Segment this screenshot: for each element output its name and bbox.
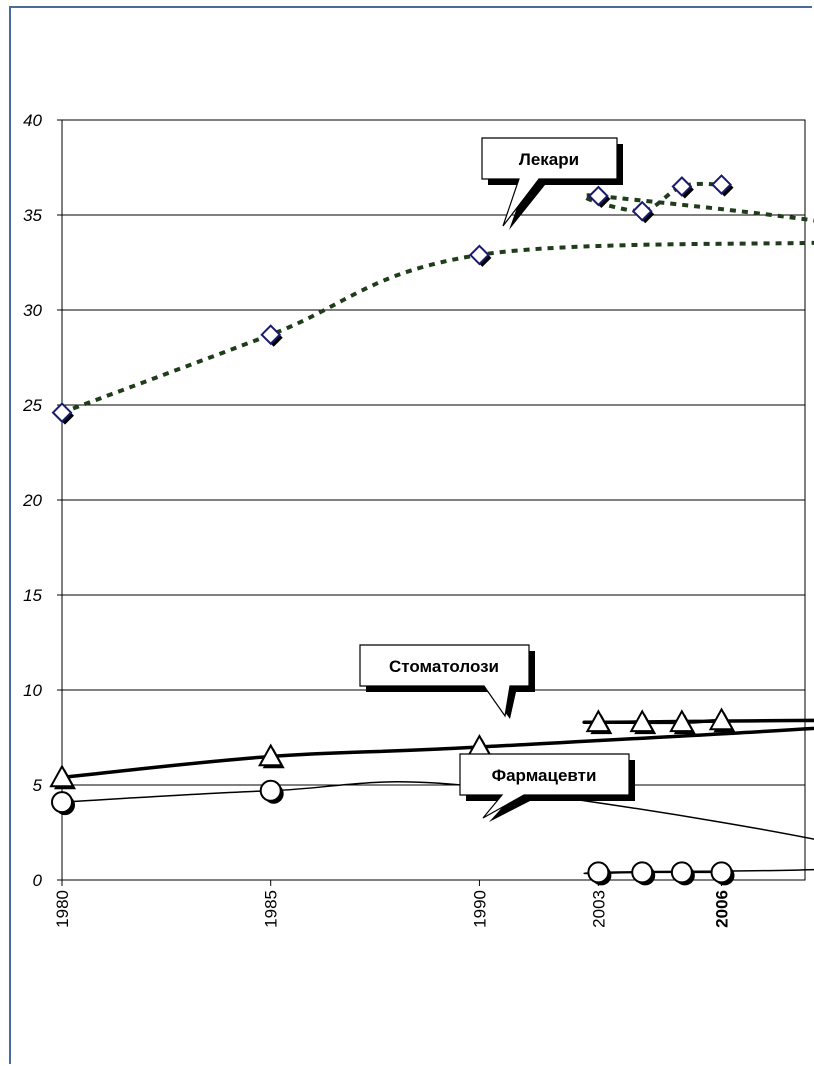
series-3-point-2003-marker xyxy=(587,861,610,884)
x-tick-label-1985: 1985 xyxy=(262,890,281,928)
series-3-point-1980 xyxy=(51,791,75,816)
series-2-point-2005 xyxy=(669,709,696,735)
y-tick-label-25: 25 xyxy=(22,396,42,415)
series-1 xyxy=(51,174,814,425)
series-3-point-2004 xyxy=(631,861,656,886)
y-tick-label-20: 20 xyxy=(22,491,42,510)
series-3-point-1985-marker xyxy=(259,779,282,802)
series-2-point-2004-marker xyxy=(629,709,655,733)
series-1-point-1990-marker xyxy=(469,244,490,266)
series-2-point-2003-marker xyxy=(585,709,612,733)
series-1-point-1985-marker xyxy=(260,324,282,346)
callout-farmacevti: Фармацевти xyxy=(459,753,635,822)
series-3-point-2004-marker xyxy=(631,861,654,884)
callout-lekari-label: Лекари xyxy=(519,150,579,169)
gridlines xyxy=(62,214,805,786)
series-2-point-2005-marker xyxy=(669,709,695,733)
series-1-point-2006-marker xyxy=(711,174,732,196)
callout-farmacevti-label: Фармацевти xyxy=(492,766,597,785)
x-tick-label-1980: 1980 xyxy=(53,890,72,928)
series-1-point-1980-marker xyxy=(51,402,73,424)
series-1-point-1990 xyxy=(469,244,492,267)
x-axis: 198019851990200020032006 xyxy=(53,880,732,928)
series-3-point-1985 xyxy=(259,779,284,804)
y-tick-label-10: 10 xyxy=(23,681,42,700)
series-2-point-2006 xyxy=(708,707,736,733)
y-tick-label-40: 40 xyxy=(23,111,42,130)
y-tick-label-5: 5 xyxy=(33,776,43,795)
series-1-point-2006 xyxy=(711,174,734,197)
series-2-point-2006-marker xyxy=(708,707,735,731)
x-tick-label-2006: 2006 xyxy=(713,890,732,928)
series-2-point-1980 xyxy=(49,764,76,790)
callout-lekari-box xyxy=(481,137,618,227)
series-1-point-2004-marker xyxy=(631,200,653,222)
series-1-point-2004 xyxy=(631,200,655,224)
series-1-point-1985 xyxy=(260,324,283,347)
series-1-point-2003 xyxy=(587,185,611,208)
y-tick-label-35: 35 xyxy=(23,206,42,225)
series-3-point-2005-marker xyxy=(670,861,693,884)
callout-stomatolozi-box xyxy=(359,644,530,718)
series-3-point-1980-marker xyxy=(51,791,73,814)
series-3-point-2003 xyxy=(587,861,612,886)
y-axis: 0 5 10 15 20 25 30 35 40 xyxy=(22,111,62,890)
series-1-point-1980 xyxy=(51,402,74,425)
series-3-point-2006-marker xyxy=(710,861,733,884)
callout-lekari: Лекари xyxy=(481,137,623,230)
series-3-point-2006 xyxy=(710,861,735,886)
y-tick-label-15: 15 xyxy=(23,586,42,605)
y-tick-label-30: 30 xyxy=(23,301,42,320)
x-tick-label-1990: 1990 xyxy=(470,890,489,928)
callout-farmacevti-box xyxy=(459,753,630,819)
y-tick-label-0: 0 xyxy=(33,871,43,890)
callout-stomatolozi: Стоматолози xyxy=(359,644,535,719)
series-2-point-2003 xyxy=(585,709,613,735)
series-3-point-2005 xyxy=(670,861,695,886)
series-1-point-2003-marker xyxy=(587,185,609,207)
x-tick-label-2003: 2003 xyxy=(589,890,608,928)
series-1-point-2005 xyxy=(671,176,694,199)
chart-frame xyxy=(9,6,812,1064)
series-2-point-1985-marker xyxy=(258,743,284,767)
series-2-point-1985 xyxy=(258,743,285,769)
series-1-point-2005-marker xyxy=(671,176,693,197)
series-2-point-1980-marker xyxy=(49,764,75,788)
series-2-point-2004 xyxy=(629,709,657,735)
callout-stomatolozi-label: Стоматолози xyxy=(389,657,499,676)
